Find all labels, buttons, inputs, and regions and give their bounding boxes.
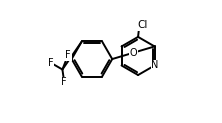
Text: F: F [61, 77, 67, 87]
Text: Cl: Cl [137, 20, 148, 30]
Text: F: F [48, 58, 54, 68]
Text: N: N [151, 61, 159, 70]
Text: F: F [65, 50, 71, 60]
Text: O: O [130, 48, 137, 58]
